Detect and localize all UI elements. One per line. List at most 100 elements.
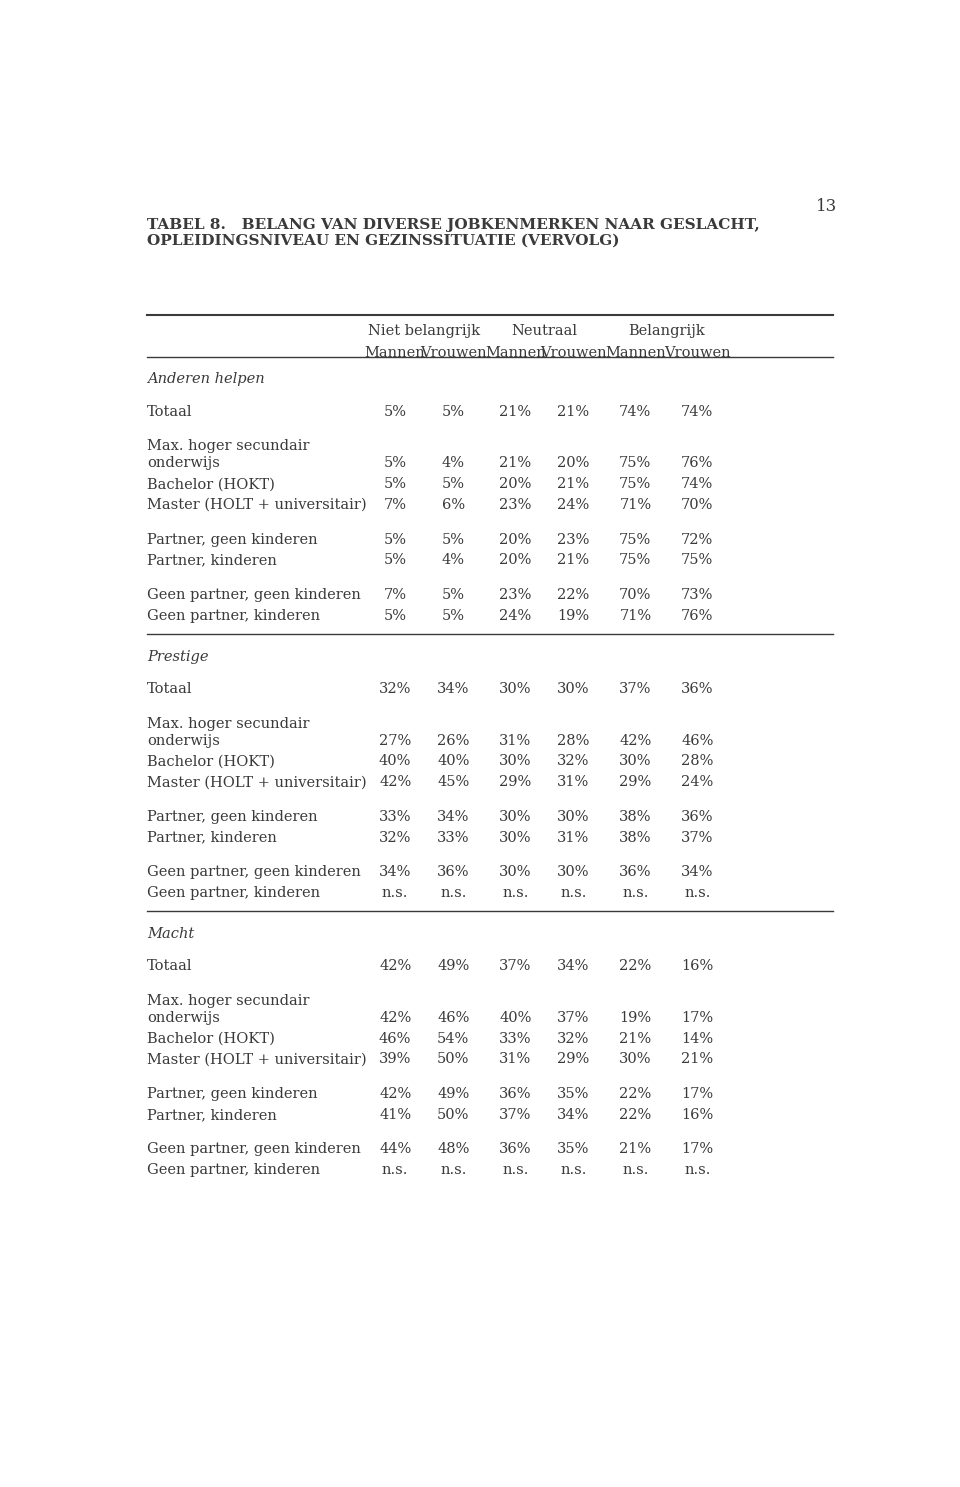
Text: 19%: 19%	[619, 1011, 652, 1025]
Text: 75%: 75%	[619, 457, 652, 470]
Text: 32%: 32%	[379, 831, 411, 845]
Text: Master (HOLT + universitair): Master (HOLT + universitair)	[147, 498, 367, 512]
Text: 22%: 22%	[619, 959, 652, 972]
Text: Geen partner, geen kinderen: Geen partner, geen kinderen	[147, 587, 361, 602]
Text: 49%: 49%	[437, 1087, 469, 1100]
Text: Belangrijk: Belangrijk	[628, 324, 705, 338]
Text: 27%: 27%	[379, 733, 411, 748]
Text: 28%: 28%	[682, 754, 713, 769]
Text: 32%: 32%	[557, 1032, 589, 1045]
Text: 34%: 34%	[437, 683, 469, 696]
Text: 74%: 74%	[682, 404, 713, 419]
Text: 38%: 38%	[619, 831, 652, 845]
Text: 21%: 21%	[558, 404, 589, 419]
Text: Partner, kinderen: Partner, kinderen	[147, 553, 277, 568]
Text: Mannen: Mannen	[485, 345, 545, 360]
Text: Master (HOLT + universitair): Master (HOLT + universitair)	[147, 1053, 367, 1066]
Text: 73%: 73%	[682, 587, 713, 602]
Text: 22%: 22%	[619, 1087, 652, 1100]
Text: 42%: 42%	[379, 959, 411, 972]
Text: 31%: 31%	[557, 831, 589, 845]
Text: n.s.: n.s.	[502, 886, 528, 900]
Text: 23%: 23%	[499, 498, 532, 512]
Text: TABEL 8.   BELANG VAN DIVERSE JOBKENMERKEN NAAR GESLACHT,: TABEL 8. BELANG VAN DIVERSE JOBKENMERKEN…	[147, 219, 760, 232]
Text: Totaal: Totaal	[147, 404, 193, 419]
Text: n.s.: n.s.	[440, 886, 467, 900]
Text: 75%: 75%	[682, 553, 713, 568]
Text: onderwijs: onderwijs	[147, 733, 220, 748]
Text: 74%: 74%	[619, 404, 652, 419]
Text: 44%: 44%	[379, 1142, 411, 1157]
Text: Partner, kinderen: Partner, kinderen	[147, 1108, 277, 1121]
Text: Anderen helpen: Anderen helpen	[147, 372, 265, 387]
Text: 5%: 5%	[442, 587, 465, 602]
Text: 30%: 30%	[499, 831, 532, 845]
Text: 31%: 31%	[499, 1053, 532, 1066]
Text: 21%: 21%	[558, 477, 589, 491]
Text: 35%: 35%	[557, 1142, 589, 1157]
Text: 7%: 7%	[384, 587, 407, 602]
Text: 24%: 24%	[557, 498, 589, 512]
Text: 41%: 41%	[379, 1108, 411, 1121]
Text: Partner, geen kinderen: Partner, geen kinderen	[147, 1087, 318, 1100]
Text: 30%: 30%	[499, 754, 532, 769]
Text: 36%: 36%	[499, 1087, 532, 1100]
Text: 33%: 33%	[499, 1032, 532, 1045]
Text: Bachelor (HOKT): Bachelor (HOKT)	[147, 754, 275, 769]
Text: 5%: 5%	[442, 532, 465, 547]
Text: Max. hoger secundair: Max. hoger secundair	[147, 717, 310, 730]
Text: Master (HOLT + universitair): Master (HOLT + universitair)	[147, 775, 367, 790]
Text: Partner, kinderen: Partner, kinderen	[147, 831, 277, 845]
Text: 46%: 46%	[379, 1032, 411, 1045]
Text: 32%: 32%	[379, 683, 411, 696]
Text: 34%: 34%	[682, 865, 713, 879]
Text: 40%: 40%	[379, 754, 411, 769]
Text: 45%: 45%	[437, 775, 469, 790]
Text: OPLEIDINGSNIVEAU EN GEZINSSITUATIE (VERVOLG): OPLEIDINGSNIVEAU EN GEZINSSITUATIE (VERV…	[147, 233, 619, 248]
Text: 37%: 37%	[499, 1108, 532, 1121]
Text: 37%: 37%	[682, 831, 713, 845]
Text: 71%: 71%	[619, 498, 652, 512]
Text: onderwijs: onderwijs	[147, 457, 220, 470]
Text: Bachelor (HOKT): Bachelor (HOKT)	[147, 1032, 275, 1045]
Text: 70%: 70%	[619, 587, 652, 602]
Text: 38%: 38%	[619, 810, 652, 824]
Text: 30%: 30%	[557, 810, 589, 824]
Text: n.s.: n.s.	[684, 886, 710, 900]
Text: 50%: 50%	[437, 1053, 469, 1066]
Text: 17%: 17%	[682, 1142, 713, 1157]
Text: 21%: 21%	[619, 1142, 652, 1157]
Text: 13: 13	[816, 198, 837, 214]
Text: n.s.: n.s.	[382, 886, 408, 900]
Text: 36%: 36%	[682, 810, 713, 824]
Text: 72%: 72%	[682, 532, 713, 547]
Text: Geen partner, geen kinderen: Geen partner, geen kinderen	[147, 865, 361, 879]
Text: 22%: 22%	[557, 587, 589, 602]
Text: 7%: 7%	[384, 498, 407, 512]
Text: 26%: 26%	[437, 733, 469, 748]
Text: 74%: 74%	[682, 477, 713, 491]
Text: Partner, geen kinderen: Partner, geen kinderen	[147, 532, 318, 547]
Text: 34%: 34%	[379, 865, 411, 879]
Text: Partner, geen kinderen: Partner, geen kinderen	[147, 810, 318, 824]
Text: 4%: 4%	[442, 553, 465, 568]
Text: 76%: 76%	[682, 608, 713, 623]
Text: 33%: 33%	[437, 831, 469, 845]
Text: 17%: 17%	[682, 1087, 713, 1100]
Text: 21%: 21%	[682, 1053, 713, 1066]
Text: Bachelor (HOKT): Bachelor (HOKT)	[147, 477, 275, 491]
Text: 30%: 30%	[557, 865, 589, 879]
Text: 20%: 20%	[499, 477, 532, 491]
Text: 32%: 32%	[557, 754, 589, 769]
Text: 16%: 16%	[682, 1108, 713, 1121]
Text: Max. hoger secundair: Max. hoger secundair	[147, 993, 310, 1008]
Text: Niet belangrijk: Niet belangrijk	[368, 324, 480, 338]
Text: 54%: 54%	[437, 1032, 469, 1045]
Text: Prestige: Prestige	[147, 650, 208, 663]
Text: Macht: Macht	[147, 926, 194, 941]
Text: 21%: 21%	[619, 1032, 652, 1045]
Text: 46%: 46%	[682, 733, 713, 748]
Text: 71%: 71%	[619, 608, 652, 623]
Text: 29%: 29%	[557, 1053, 589, 1066]
Text: 5%: 5%	[384, 457, 407, 470]
